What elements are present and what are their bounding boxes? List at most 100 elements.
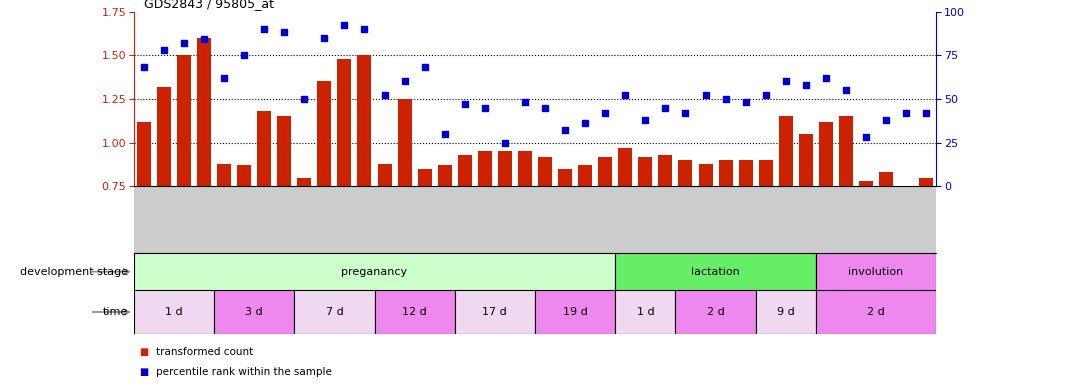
Point [577, 120, 594, 126]
Point [717, 96, 734, 102]
Point [316, 35, 333, 41]
Bar [899, 188, 913, 317]
Bar [919, 177, 933, 317]
Point [857, 134, 874, 141]
Bar [598, 157, 612, 317]
Bar [294, 290, 374, 334]
Text: 9 d: 9 d [777, 307, 795, 317]
Bar [214, 290, 294, 334]
Point [637, 117, 654, 123]
Bar [880, 172, 893, 317]
Bar [337, 59, 351, 317]
Text: transformed count: transformed count [156, 346, 254, 357]
Bar [157, 87, 171, 317]
Point [476, 104, 493, 111]
Bar [759, 160, 773, 317]
Bar [738, 160, 752, 317]
Text: 1 d: 1 d [637, 307, 654, 317]
Point [356, 26, 373, 32]
Text: GDS2843 / 95805_at: GDS2843 / 95805_at [144, 0, 274, 10]
Text: 2 d: 2 d [867, 307, 885, 317]
Point [677, 110, 694, 116]
Text: percentile rank within the sample: percentile rank within the sample [156, 366, 332, 377]
Point [556, 127, 574, 133]
Bar [779, 116, 793, 317]
Point [155, 47, 172, 53]
Point [376, 92, 393, 98]
Text: 1 d: 1 d [165, 307, 183, 317]
Bar [518, 151, 532, 317]
Bar [357, 55, 371, 317]
Point [838, 87, 855, 93]
Bar [535, 290, 615, 334]
Point [777, 78, 794, 84]
Text: preganancy: preganancy [341, 266, 408, 277]
Bar [277, 116, 291, 317]
Point [877, 117, 895, 123]
Point [597, 110, 614, 116]
Text: 3 d: 3 d [245, 307, 263, 317]
Point [517, 99, 534, 106]
Text: involution: involution [849, 266, 904, 277]
Bar [816, 253, 936, 290]
Text: ■: ■ [139, 366, 149, 377]
Point [797, 82, 814, 88]
Bar [859, 181, 873, 317]
Bar [257, 111, 271, 317]
Text: 12 d: 12 d [402, 307, 427, 317]
Text: development stage: development stage [20, 266, 128, 277]
Point [456, 101, 473, 107]
Bar [678, 160, 692, 317]
Bar [137, 122, 151, 317]
Bar [458, 155, 472, 317]
Point [437, 131, 454, 137]
Bar [398, 99, 412, 317]
Text: ■: ■ [139, 346, 149, 357]
Point [416, 65, 433, 71]
Point [697, 92, 714, 98]
Point [918, 110, 935, 116]
Bar [615, 253, 816, 290]
Bar [217, 164, 231, 317]
Point [737, 99, 754, 106]
Point [196, 36, 213, 43]
Bar [819, 122, 832, 317]
Point [616, 92, 633, 98]
Bar [719, 160, 733, 317]
Point [657, 104, 674, 111]
Point [135, 65, 152, 71]
Bar [799, 134, 813, 317]
Point [336, 22, 353, 28]
Bar [699, 164, 713, 317]
Bar [318, 81, 332, 317]
Bar [197, 38, 211, 317]
Bar [455, 290, 535, 334]
Point [496, 139, 514, 146]
Bar [134, 290, 214, 334]
Point [758, 92, 775, 98]
Bar [538, 157, 552, 317]
Bar [134, 253, 615, 290]
Bar [816, 290, 936, 334]
Text: lactation: lactation [691, 266, 740, 277]
Bar [238, 165, 251, 317]
Bar [658, 155, 672, 317]
Point [396, 78, 413, 84]
Text: 19 d: 19 d [563, 307, 587, 317]
Bar [478, 151, 492, 317]
Bar [438, 165, 452, 317]
Point [235, 52, 253, 58]
Text: time: time [103, 307, 128, 317]
Bar [615, 290, 675, 334]
Point [536, 104, 553, 111]
Bar [374, 290, 455, 334]
Point [175, 40, 193, 46]
Point [276, 30, 293, 36]
Point [215, 75, 232, 81]
Point [898, 110, 915, 116]
Text: 7 d: 7 d [325, 307, 343, 317]
Bar [755, 290, 816, 334]
Bar [177, 55, 190, 317]
Text: 17 d: 17 d [483, 307, 507, 317]
Bar [498, 151, 511, 317]
